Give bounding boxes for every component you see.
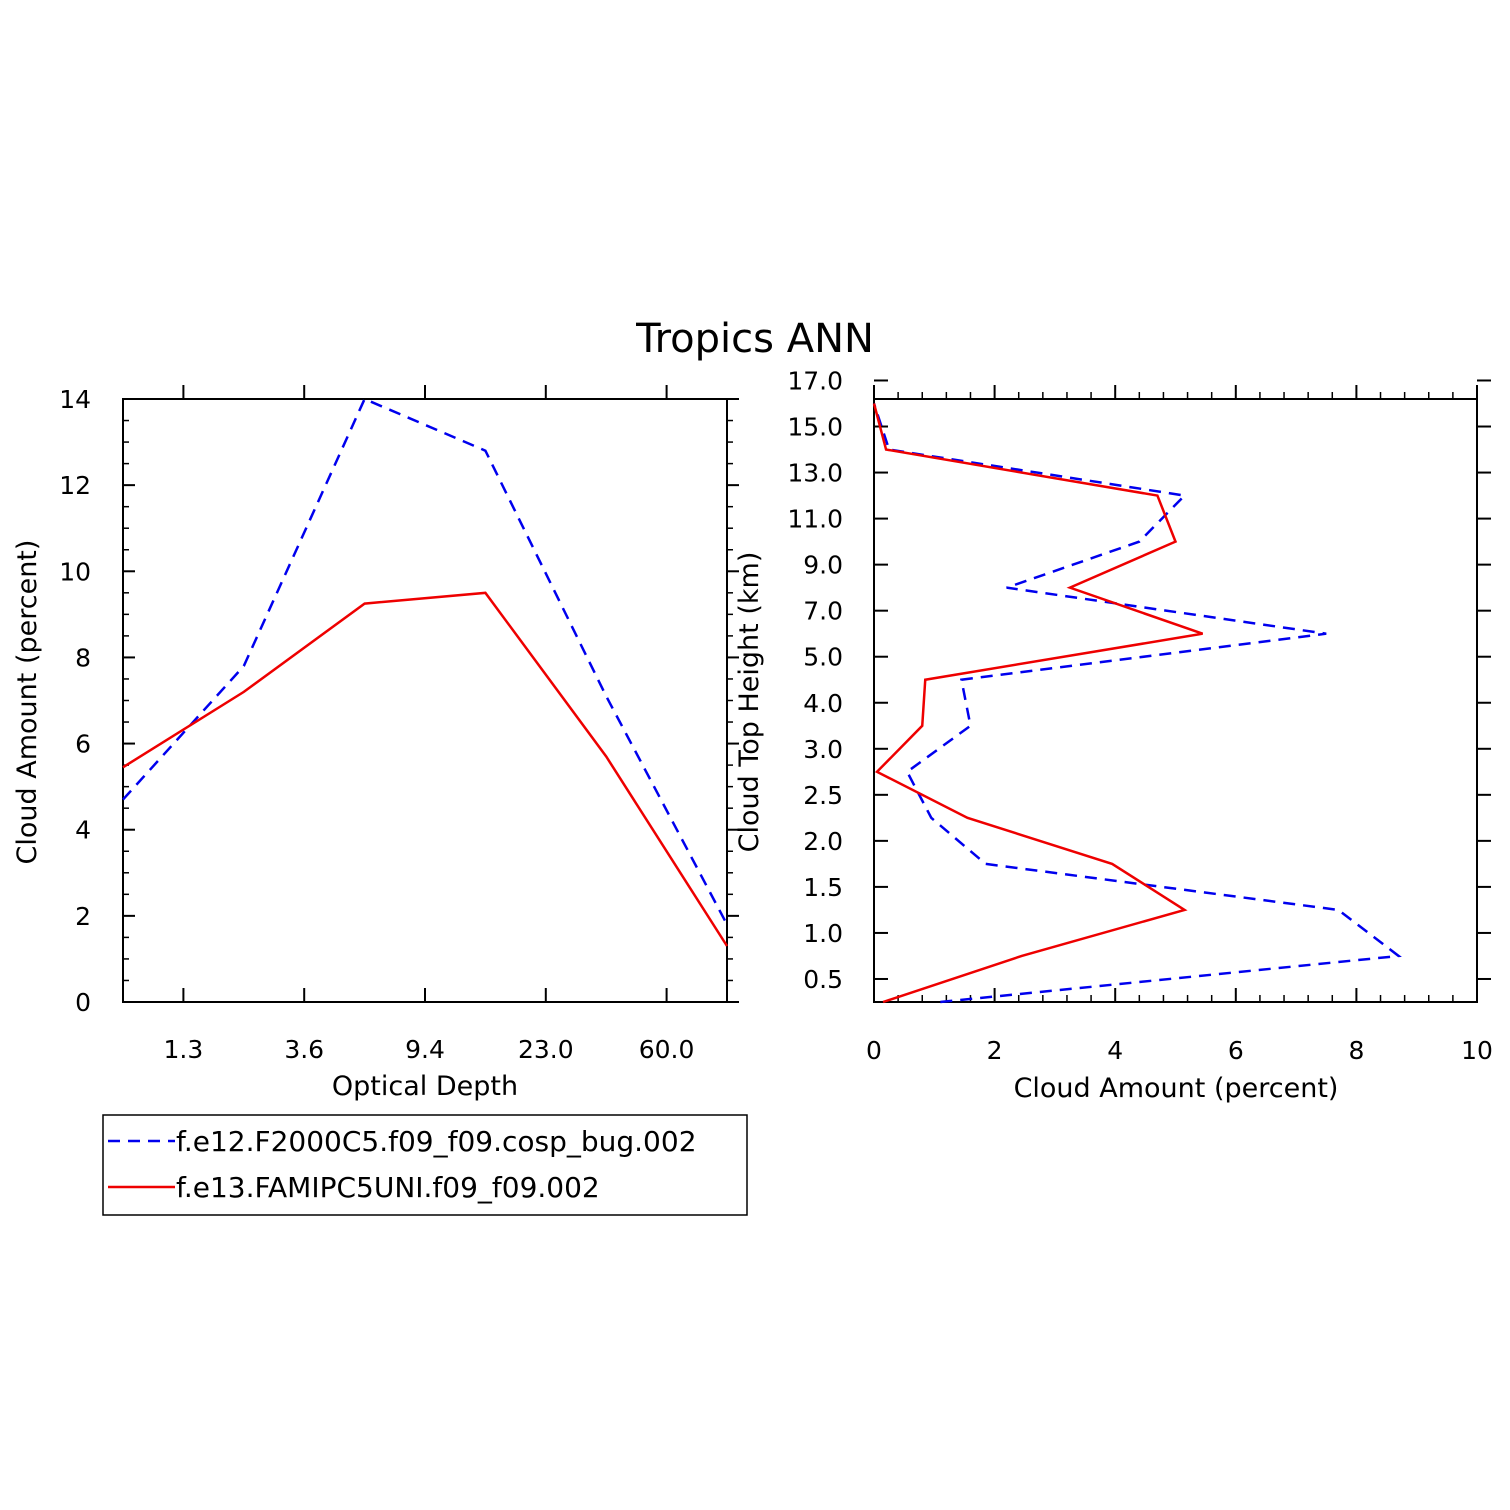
right-x-tick-label: 6 (1228, 1036, 1244, 1065)
legend-label-blue: f.e12.F2000C5.f09_f09.cosp_bug.002 (176, 1125, 697, 1158)
figure-title: Tropics ANN (635, 316, 874, 362)
left-x-tick-label: 60.0 (639, 1035, 695, 1064)
left-y-tick-label: 4 (75, 816, 91, 845)
right-y-tick-label: 0.5 (803, 965, 843, 994)
right-y-tick-label: 13.0 (787, 459, 843, 488)
left-x-tick-label: 3.6 (284, 1035, 324, 1064)
right-x-tick-label: 8 (1348, 1036, 1364, 1065)
right-y-tick-label: 1.5 (803, 873, 843, 902)
left-y-tick-label: 6 (75, 730, 91, 759)
left-y-axis-label: Cloud Amount (percent) (12, 540, 43, 865)
left-x-tick-label: 23.0 (518, 1035, 574, 1064)
right-x-tick-label: 2 (987, 1036, 1003, 1065)
right-x-tick-label: 0 (866, 1036, 882, 1065)
right-y-tick-label: 9.0 (803, 551, 843, 580)
right-y-tick-label: 11.0 (787, 505, 843, 534)
left-y-tick-label: 2 (75, 902, 91, 931)
right-y-tick-label: 2.0 (803, 827, 843, 856)
cloud-top-height-panel: 0 2 4 6 8 10 0.5 1.0 1.5 2.0 2.5 3.0 4.0 5.0 7.0 9.0 11.… (787, 366, 1493, 1065)
right-y-tick-label: 17.0 (787, 366, 843, 395)
right-y-tick-label: 4.0 (803, 689, 843, 718)
legend-box (102, 1114, 748, 1216)
left-series-red-line (122, 591, 729, 947)
left-plot-frame (122, 398, 728, 1003)
right-x-tick-label: 10 (1461, 1036, 1493, 1065)
right-x-tick-label: 4 (1107, 1036, 1123, 1065)
left-y-tick-label: 8 (75, 643, 91, 672)
optical-depth-panel: 0 2 4 6 8 10 12 14 1.3 3.6 9.4 23.0 60.0 (59, 385, 739, 1064)
left-x-axis-label: Optical Depth (332, 1071, 518, 1102)
right-series-red-line (872, 403, 1204, 1004)
left-x-tick-label: 1.3 (164, 1035, 204, 1064)
right-series-blue-line (872, 403, 1402, 1004)
legend-label-red: f.e13.FAMIPC5UNI.f09_f09.002 (176, 1171, 600, 1204)
right-y-axis-label: Cloud Top Height (km) (734, 552, 765, 853)
right-y-tick-label: 5.0 (803, 643, 843, 672)
left-x-tick-label: 9.4 (405, 1035, 445, 1064)
right-y-tick-label: 1.0 (803, 919, 843, 948)
right-y-tick-label: 7.0 (803, 597, 843, 626)
right-y-tick-label: 2.5 (803, 781, 843, 810)
right-plot-frame (873, 398, 1478, 1003)
left-y-tick-label: 12 (59, 471, 91, 500)
left-y-tick-label: 14 (59, 385, 91, 414)
right-y-tick-label: 3.0 (803, 735, 843, 764)
left-series-blue-line (122, 397, 729, 926)
right-x-axis-label: Cloud Amount (percent) (1014, 1073, 1339, 1104)
left-y-tick-label: 10 (59, 557, 91, 586)
right-y-tick-label: 15.0 (787, 413, 843, 442)
left-y-tick-label: 0 (75, 988, 91, 1017)
legend: f.e12.F2000C5.f09_f09.cosp_bug.002 f.e13… (102, 1114, 748, 1216)
